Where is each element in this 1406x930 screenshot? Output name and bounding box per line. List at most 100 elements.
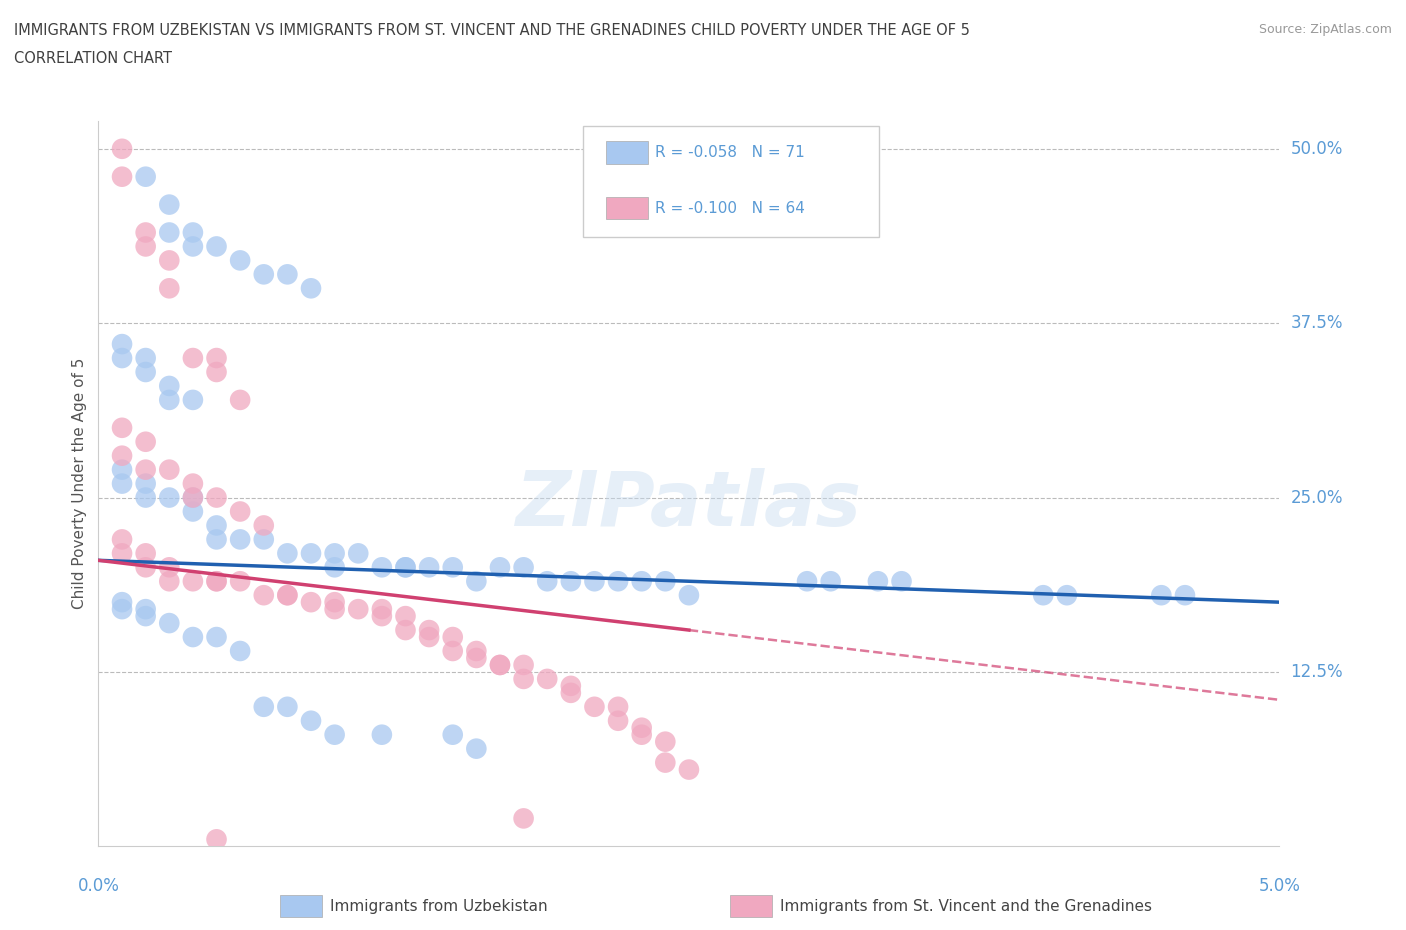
Point (205, 832, 228, 847)
Point (157, 490, 180, 505)
Y-axis label: Child Poverty Under the Age of 5: Child Poverty Under the Age of 5 (72, 358, 87, 609)
Point (111, 532, 134, 547)
Point (229, 253, 252, 268)
Point (111, 602, 134, 617)
Point (323, 546, 346, 561)
Point (135, 351, 157, 365)
Point (347, 602, 370, 617)
Text: ZIPatlas: ZIPatlas (516, 469, 862, 542)
Point (135, 546, 157, 561)
Point (157, 392, 180, 407)
Point (157, 616, 180, 631)
Point (111, 546, 134, 561)
Point (441, 727, 464, 742)
Point (276, 588, 298, 603)
Point (135, 225, 157, 240)
Point (229, 574, 252, 589)
Point (253, 267, 276, 282)
Point (560, 679, 582, 694)
Point (630, 720, 652, 735)
Point (111, 420, 134, 435)
Point (654, 574, 676, 589)
Point (205, 365, 228, 379)
Point (181, 225, 204, 240)
Point (560, 574, 582, 589)
Point (323, 727, 346, 742)
Point (512, 811, 534, 826)
Point (229, 392, 252, 407)
Point (820, 574, 842, 589)
Point (607, 699, 630, 714)
Point (654, 735, 676, 750)
Text: Immigrants from Uzbekistan: Immigrants from Uzbekistan (330, 899, 548, 914)
Point (135, 239, 157, 254)
Point (205, 574, 228, 589)
Point (157, 560, 180, 575)
Point (394, 609, 416, 624)
Point (371, 609, 394, 624)
Point (607, 713, 630, 728)
Point (181, 476, 204, 491)
Point (630, 727, 652, 742)
Point (135, 490, 157, 505)
Point (678, 763, 700, 777)
Point (465, 741, 488, 756)
Point (157, 281, 180, 296)
Point (796, 574, 818, 589)
Point (111, 169, 134, 184)
Point (299, 546, 322, 561)
Point (512, 560, 534, 575)
Point (181, 504, 204, 519)
Point (371, 560, 394, 575)
Point (371, 727, 394, 742)
Point (678, 588, 700, 603)
Text: R = -0.058   N = 71: R = -0.058 N = 71 (655, 145, 806, 160)
Point (111, 595, 134, 610)
Point (111, 462, 134, 477)
Point (465, 574, 488, 589)
Point (323, 595, 346, 610)
Point (111, 337, 134, 352)
Point (866, 574, 889, 589)
Point (205, 574, 228, 589)
Point (465, 644, 488, 658)
Point (394, 623, 416, 638)
Point (135, 169, 157, 184)
Point (181, 574, 204, 589)
Point (1056, 588, 1078, 603)
Point (418, 630, 440, 644)
Point (111, 448, 134, 463)
Point (205, 532, 228, 547)
Point (441, 560, 464, 575)
Point (253, 518, 276, 533)
Point (441, 630, 464, 644)
Point (229, 532, 252, 547)
Point (299, 713, 322, 728)
Point (229, 644, 252, 658)
Point (512, 671, 534, 686)
Point (205, 490, 228, 505)
Point (323, 560, 346, 575)
Point (536, 574, 558, 589)
Point (135, 462, 157, 477)
Point (489, 560, 512, 575)
Point (157, 197, 180, 212)
Point (1032, 588, 1054, 603)
Point (583, 574, 606, 589)
Point (181, 392, 204, 407)
Point (583, 699, 606, 714)
Text: 5.0%: 5.0% (1258, 877, 1301, 895)
Point (181, 490, 204, 505)
Text: 37.5%: 37.5% (1291, 314, 1343, 332)
Point (465, 651, 488, 666)
Point (157, 253, 180, 268)
Point (418, 560, 440, 575)
Point (1174, 588, 1197, 603)
Point (253, 699, 276, 714)
Point (111, 351, 134, 365)
Point (181, 351, 204, 365)
Point (135, 365, 157, 379)
Point (607, 574, 630, 589)
Point (512, 658, 534, 672)
Point (323, 602, 346, 617)
